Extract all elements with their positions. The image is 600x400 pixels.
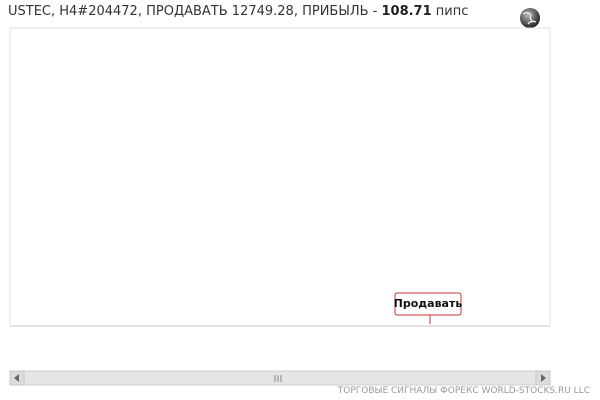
title-bar: USTEC, H4#204472, ПРОДАВАТЬ 12749.28, ПР…: [8, 4, 468, 19]
scrollbar[interactable]: [9, 370, 551, 386]
chart-title: USTEC, H4#204472, ПРОДАВАТЬ 12749.28, ПР…: [8, 4, 378, 19]
profit: 108.71: [381, 4, 432, 19]
sell-button-label[interactable]: Продавать: [394, 297, 463, 310]
scroll-left-arrow: [14, 374, 19, 382]
scroll-grip[interactable]: [274, 375, 282, 382]
globe-detail: [522, 12, 537, 25]
sell-button[interactable]: [394, 292, 462, 316]
plot-area: [9, 27, 551, 327]
footer: ТОРГОВЫЕ СИГНАЛЫ ФОРЕКС WORLD-STOCKS.RU …: [337, 386, 590, 396]
chart: Продавать: [9, 8, 551, 386]
scroll-right-arrow: [541, 374, 546, 382]
profit-unit: пипс: [435, 4, 469, 19]
